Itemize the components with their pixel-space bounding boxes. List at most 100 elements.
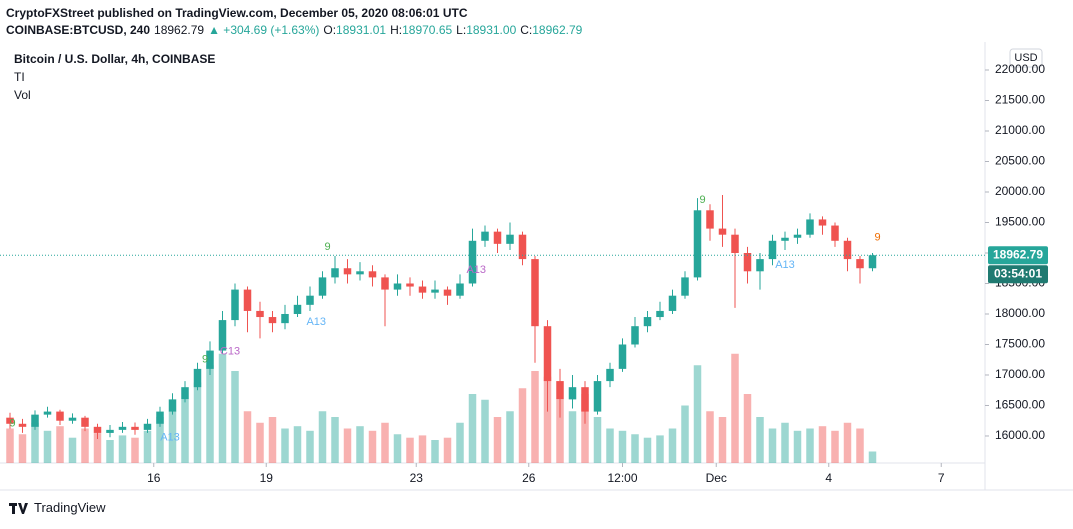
volume-bar	[468, 394, 477, 463]
volume-bar	[606, 428, 614, 463]
y-tick-label: 21000.00	[995, 123, 1045, 137]
volume-bar	[356, 426, 364, 463]
ohlc-label: C:	[520, 23, 533, 37]
candle-body	[856, 259, 864, 269]
x-tick-label: 26	[522, 471, 536, 485]
volume-bar	[168, 411, 177, 463]
candle-body	[193, 368, 202, 388]
candle-body	[656, 310, 664, 318]
volume-bar	[681, 405, 689, 463]
quote-line: COINBASE:BTCUSD, 240 18962.79 ▲ +304.69 (+…	[6, 23, 590, 37]
volume-bar	[143, 430, 152, 463]
ohlc-value: 18962.79	[532, 23, 583, 37]
y-tick-label: 19500.00	[995, 215, 1045, 229]
volume-bar	[68, 437, 77, 463]
volume-bar	[618, 430, 627, 463]
candle-body	[456, 283, 464, 296]
candle-body	[418, 286, 427, 293]
indicator-label: Vol	[14, 88, 31, 102]
candle-body	[531, 259, 539, 327]
x-tick-label: 7	[938, 471, 945, 485]
volume-bar	[406, 437, 414, 463]
candle-body	[406, 283, 414, 287]
volume-bar	[243, 411, 252, 463]
annotation: A13	[466, 264, 486, 276]
volume-bar	[481, 399, 489, 463]
annotation: 9	[699, 194, 705, 206]
candle-body	[143, 423, 152, 430]
candle-body	[331, 268, 339, 278]
volume-bar	[418, 435, 427, 463]
volume-bar	[318, 411, 327, 463]
candle-body	[543, 326, 552, 382]
volume-bar	[118, 435, 127, 463]
volume-bar	[868, 451, 877, 463]
candle-body	[618, 344, 627, 369]
volume-bar	[43, 430, 52, 463]
candle-body	[56, 411, 64, 421]
volume-bar	[806, 428, 814, 463]
annotation: C13	[220, 346, 240, 358]
candle-body	[118, 426, 127, 430]
y-tick-label: 17000.00	[995, 367, 1045, 381]
candle-body	[306, 295, 314, 305]
volume-bar	[393, 434, 402, 463]
ohlc-value: 18931.01	[336, 23, 387, 37]
volume-bar	[31, 422, 39, 463]
volume-bar	[718, 417, 727, 463]
volume-bar	[568, 411, 577, 463]
brand: TradingView	[34, 500, 106, 515]
candle-body	[393, 283, 402, 290]
volume-bar	[231, 371, 239, 463]
ohlc-value: 18931.00	[466, 23, 517, 37]
candle-body	[368, 271, 377, 278]
candle-body	[493, 231, 502, 244]
y-tick-label: 21500.00	[995, 93, 1045, 107]
volume-bar	[756, 417, 764, 463]
currency-box[interactable]	[1009, 48, 1043, 68]
volume-bar	[768, 428, 777, 463]
annotation: A13	[306, 316, 326, 328]
volume-bar	[793, 430, 802, 463]
publisher-line: CryptoFXStreet published on TradingView.…	[6, 6, 471, 20]
candle-body	[781, 237, 789, 241]
volume-bar	[93, 433, 102, 463]
candle-body	[868, 255, 877, 269]
candle-body	[468, 240, 477, 284]
candle-body	[318, 277, 327, 296]
volume-bar	[256, 422, 264, 463]
volume-bar	[643, 437, 652, 463]
x-tick-label: 12:00	[607, 471, 637, 485]
volume-bar	[831, 430, 839, 463]
y-tick-label: 18000.00	[995, 306, 1045, 320]
volume-bar	[456, 422, 464, 463]
volume-bar	[443, 437, 452, 463]
y-tick-label: 16500.00	[995, 398, 1045, 412]
volume-bar	[431, 440, 439, 463]
candle-body	[806, 219, 814, 235]
candle-body	[131, 426, 139, 430]
volume-bar	[293, 426, 302, 463]
candle-body	[181, 387, 189, 400]
volume-bar	[781, 422, 789, 463]
volume-bar	[556, 399, 564, 463]
candle-body	[31, 414, 39, 427]
candle-body	[606, 368, 614, 382]
y-tick-label: 22000.00	[995, 62, 1045, 76]
candle-body	[218, 320, 227, 351]
candle-body	[668, 295, 677, 311]
candle-body	[718, 228, 727, 235]
volume-bar	[506, 411, 514, 463]
countdown-label: 03:54:01	[994, 266, 1042, 280]
volume-bar	[6, 428, 14, 463]
symbol: COINBASE:BTCUSD, 240	[6, 23, 151, 37]
volume-bar	[631, 434, 639, 463]
candle-body	[231, 289, 239, 321]
currency-label[interactable]: USD	[1014, 52, 1037, 64]
y-tick-label: 16000.00	[995, 428, 1045, 442]
candle-body	[293, 304, 302, 314]
candle-body	[6, 417, 14, 424]
y-tick-label: 17500.00	[995, 337, 1045, 351]
